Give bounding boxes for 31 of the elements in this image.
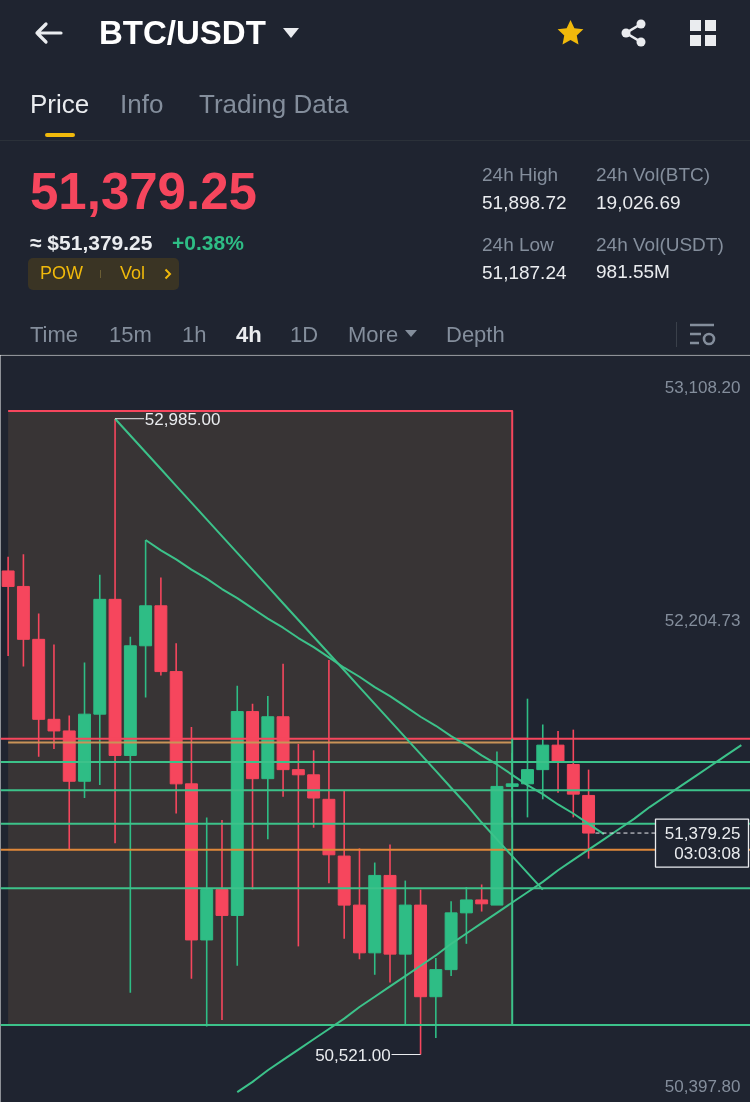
text: 24h Vol(USDT): [596, 233, 724, 257]
text: Time: [30, 321, 79, 349]
text: 1h: [182, 321, 207, 349]
y-tick-label: 52,204.73: [664, 611, 741, 631]
text: 24h High: [482, 163, 559, 187]
annotation: 51,379.25: [664, 824, 741, 844]
annotation: 03:03:08: [674, 843, 741, 863]
chart-title: BTC/USDT: [99, 13, 266, 53]
text: Price: [30, 89, 90, 121]
text: 51,379.25: [30, 162, 257, 223]
text: 4h: [236, 321, 262, 349]
text: 51,898.72: [482, 191, 567, 215]
text: 1D: [290, 321, 319, 349]
text: Trading Data: [199, 89, 349, 121]
text: 19,026.69: [596, 191, 681, 215]
text: Depth: [446, 321, 505, 349]
text: 981.55M: [596, 260, 670, 284]
text: 24h Low: [482, 233, 554, 257]
text: More: [348, 321, 399, 349]
text: POW: [40, 263, 83, 285]
text: Vol: [120, 263, 146, 285]
text: +0.38%: [172, 230, 244, 256]
text: 51,187.24: [482, 261, 567, 285]
annotation: 52,985.00: [144, 409, 221, 429]
annotation: 50,521.00: [315, 1045, 391, 1065]
text: 15m: [109, 321, 152, 349]
text: ≈ $51,379.25: [30, 230, 153, 256]
y-tick-label: 50,397.80: [664, 1077, 741, 1097]
text: 24h Vol(BTC): [596, 163, 711, 187]
y-tick-label: 53,108.20: [664, 377, 741, 397]
text: Info: [120, 89, 164, 121]
